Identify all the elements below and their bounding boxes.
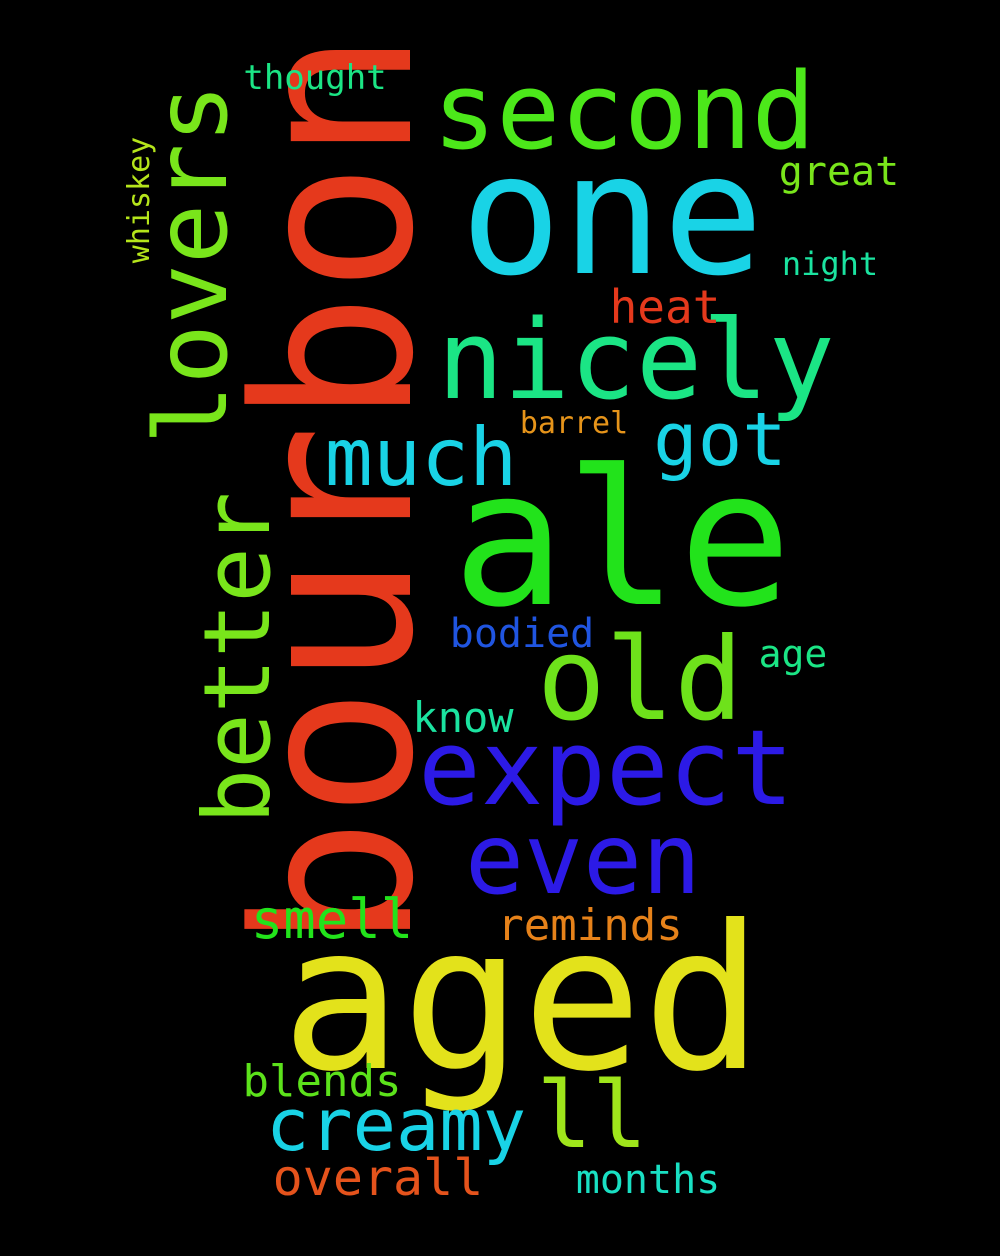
word-age: age [758,632,828,676]
word-expect: expect [418,707,794,829]
word-creamy: creamy [265,1083,527,1167]
word-night: night [781,245,879,283]
word-bodied: bodied [449,611,595,657]
word-got: got [653,397,787,483]
word-smell: smell [250,888,414,951]
word-whiskey: whiskey [122,136,157,264]
word-even: even [464,803,702,917]
word-overall: overall [272,1149,484,1207]
word-aged: aged [281,883,763,1116]
word-know: know [412,693,514,742]
word-months: months [575,1157,721,1203]
word-heat: heat [609,280,721,334]
word-much: much [324,411,518,504]
word-barrel: barrel [519,406,629,441]
word-lovers: lovers [133,83,250,445]
word-ale: ale [452,430,792,649]
word-second: second [432,50,816,173]
word-old: old [537,613,743,746]
word-great: great [778,149,900,195]
word-thought: thought [243,58,387,98]
word-one: one [460,117,764,313]
word-reminds: reminds [497,900,683,951]
word-better: better [184,491,291,825]
word-nicely: nicely [437,296,835,424]
word-ll: ll [536,1062,648,1169]
word-blends: blends [242,1056,402,1107]
